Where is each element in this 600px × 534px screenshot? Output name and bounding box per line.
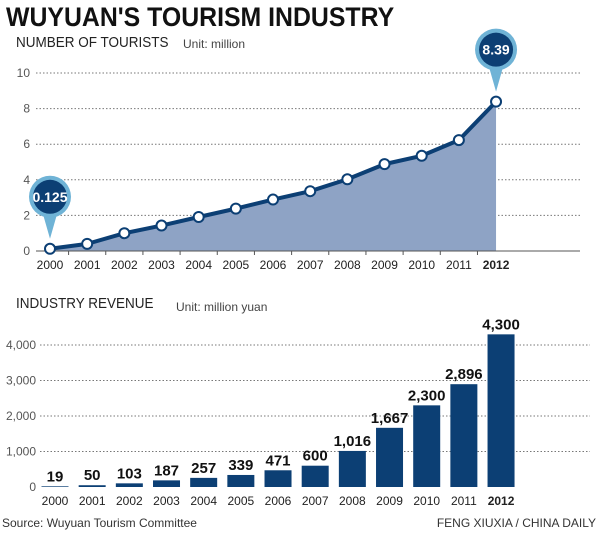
bar xyxy=(115,483,143,487)
x-tick-label: 2000 xyxy=(37,258,64,272)
x-tick-label: 2009 xyxy=(376,494,403,508)
y-tick-label: 8 xyxy=(23,102,30,116)
x-tick-label: 2002 xyxy=(111,258,138,272)
x-tick-label: 2007 xyxy=(302,494,329,508)
x-tick-label: 2011 xyxy=(451,494,477,508)
tourists-chart-title: NUMBER OF TOURISTS xyxy=(16,34,169,51)
x-tick-label: 2010 xyxy=(413,494,440,508)
x-tick-label: 2000 xyxy=(42,494,69,508)
x-tick-label: 2009 xyxy=(371,258,398,272)
y-tick-label: 2 xyxy=(23,208,30,222)
x-tick-label: 2005 xyxy=(227,494,254,508)
data-point xyxy=(490,95,503,108)
data-point xyxy=(155,219,168,232)
data-label: 2,896 xyxy=(445,366,483,383)
x-tick-label: 2001 xyxy=(74,258,101,272)
data-label: 4,300 xyxy=(482,316,520,333)
x-tick-label: 2012 xyxy=(488,494,515,508)
data-label: 600 xyxy=(303,448,328,465)
x-tick-label: 2011 xyxy=(446,258,472,272)
x-tick-label: 2002 xyxy=(116,494,143,508)
bar xyxy=(190,477,218,487)
data-point xyxy=(81,237,94,250)
data-label: 19 xyxy=(47,468,64,485)
y-tick-label: 1,000 xyxy=(6,445,36,459)
x-tick-label: 2005 xyxy=(222,258,249,272)
source-note: Source: Wuyuan Tourism Committee xyxy=(2,516,197,530)
bar xyxy=(301,465,329,487)
x-tick-label: 2003 xyxy=(153,494,180,508)
data-point xyxy=(304,185,317,198)
area-fill xyxy=(50,101,497,252)
revenue-unit: Unit: million yuan xyxy=(176,300,268,314)
bar xyxy=(78,485,106,487)
x-tick-label: 2008 xyxy=(339,494,366,508)
data-point xyxy=(341,173,354,186)
data-point xyxy=(118,227,131,240)
bar xyxy=(264,470,292,487)
x-tick-label: 2003 xyxy=(148,258,175,272)
data-point xyxy=(44,242,56,255)
bar xyxy=(487,334,515,487)
x-tick-label: 2012 xyxy=(483,258,510,272)
y-tick-label: 10 xyxy=(17,66,31,80)
data-label: 1,016 xyxy=(334,433,372,450)
y-tick-label: 4 xyxy=(23,173,30,187)
data-label: 50 xyxy=(84,467,101,484)
data-label: 339 xyxy=(228,457,253,474)
y-tick-label: 0 xyxy=(29,480,36,494)
y-tick-label: 0 xyxy=(23,244,30,258)
bar xyxy=(338,450,366,487)
x-tick-label: 2004 xyxy=(190,494,217,508)
x-tick-label: 2004 xyxy=(185,258,212,272)
bar xyxy=(450,384,478,487)
callout-bubble xyxy=(479,32,514,67)
x-tick-label: 2010 xyxy=(408,258,435,272)
y-tick-label: 4,000 xyxy=(6,338,36,352)
callout-pointer xyxy=(42,210,58,239)
credit: FENG XIUXIA / CHINA DAILY xyxy=(436,516,596,530)
x-tick-label: 2001 xyxy=(79,494,106,508)
data-label: 2,300 xyxy=(408,387,446,404)
x-tick-label: 2007 xyxy=(297,258,324,272)
x-tick-label: 2006 xyxy=(265,494,292,508)
data-label: 257 xyxy=(191,460,216,477)
data-point xyxy=(452,134,465,147)
infographic-title: WUYUAN'S TOURISM INDUSTRY xyxy=(6,2,395,32)
y-tick-label: 3,000 xyxy=(6,374,36,388)
data-label: 103 xyxy=(117,465,142,482)
callout-pointer xyxy=(488,63,505,92)
x-tick-label: 2008 xyxy=(334,258,361,272)
data-point xyxy=(267,193,280,206)
x-tick-label: 2006 xyxy=(260,258,287,272)
bar xyxy=(153,480,181,487)
bar xyxy=(376,427,404,487)
bar xyxy=(413,405,441,487)
revenue-chart-title: INDUSTRY REVENUE xyxy=(16,295,154,312)
callout-bubble xyxy=(33,179,67,214)
data-point xyxy=(378,158,391,171)
y-tick-label: 2,000 xyxy=(6,409,36,423)
data-point xyxy=(192,211,205,224)
callout-label: 0.125 xyxy=(32,189,67,205)
data-label: 187 xyxy=(154,462,179,479)
bar xyxy=(227,474,255,487)
callout-label: 8.39 xyxy=(482,42,509,58)
y-tick-label: 6 xyxy=(23,137,30,151)
bar xyxy=(41,486,69,487)
data-label: 471 xyxy=(266,452,291,469)
data-point xyxy=(229,202,242,215)
data-label: 1,667 xyxy=(371,410,409,427)
data-point xyxy=(415,149,428,162)
tourists-unit: Unit: million xyxy=(183,37,246,51)
